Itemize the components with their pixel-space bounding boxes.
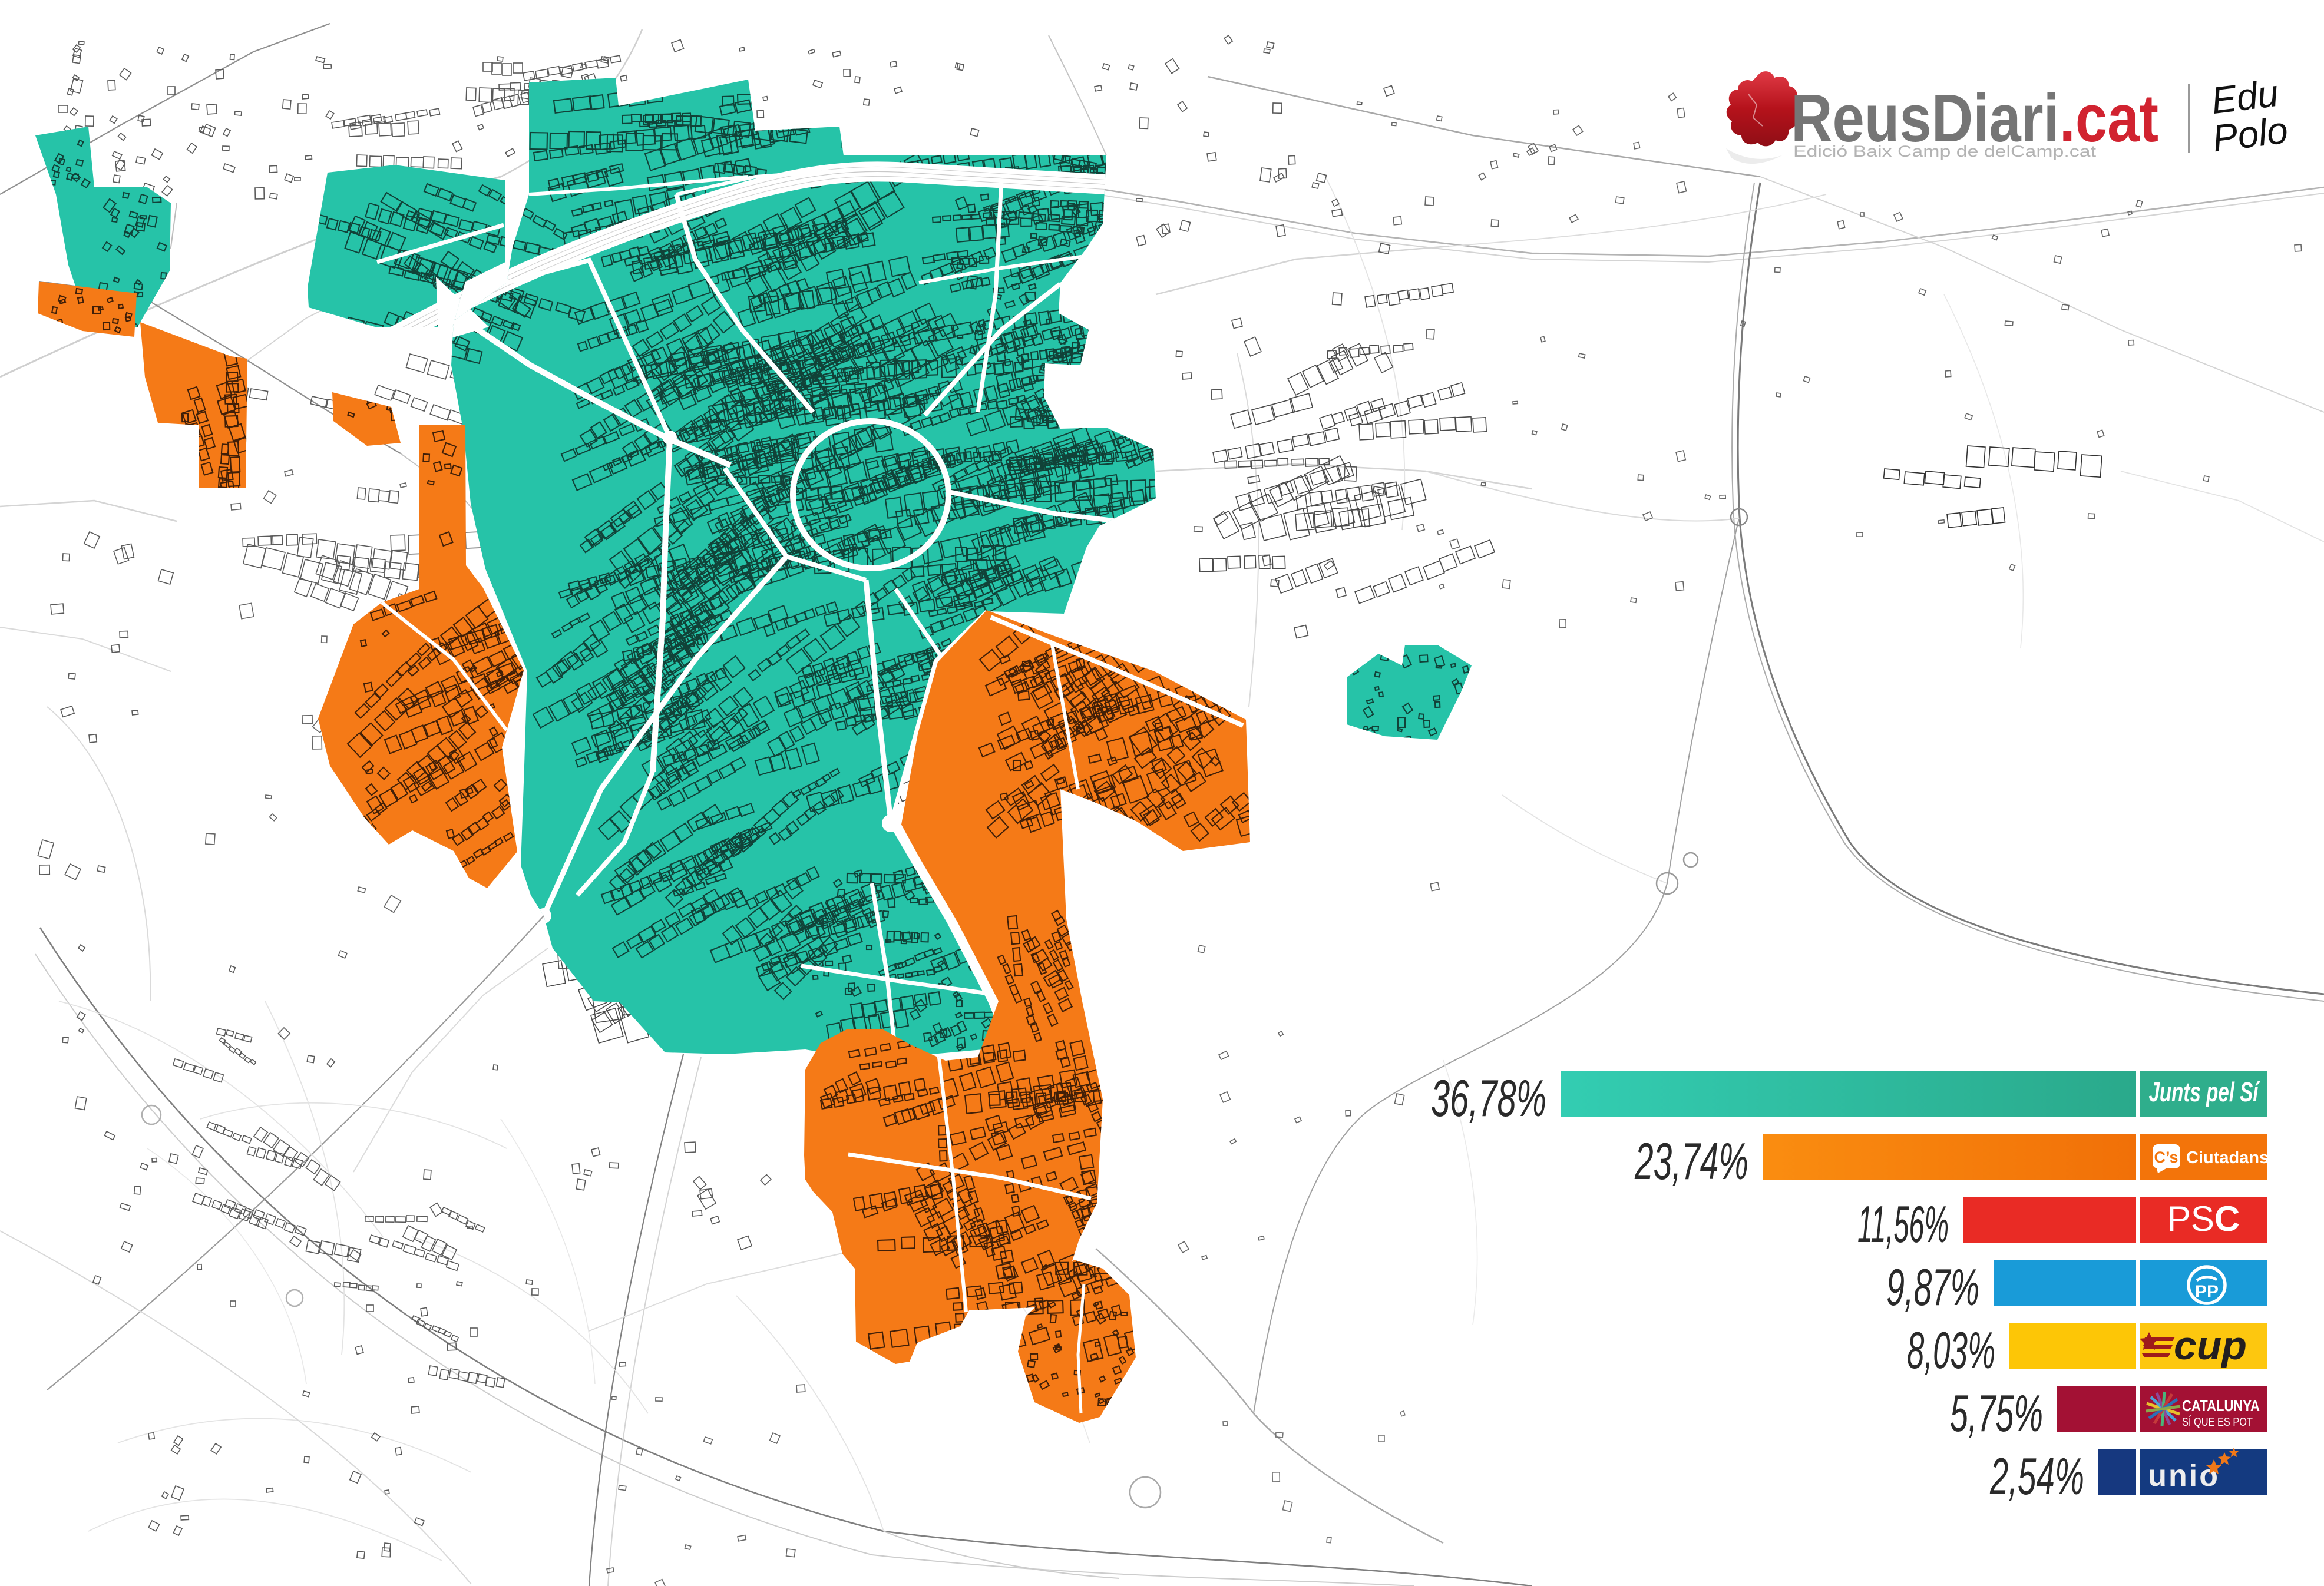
svg-text:PP: PP bbox=[2195, 1282, 2219, 1302]
svg-text:Edició Baix Camp de delCamp.ca: Edició Baix Camp de delCamp.cat bbox=[1793, 143, 2097, 160]
svg-text:36,78%: 36,78% bbox=[1431, 1069, 1546, 1127]
svg-text:Junts pel Sí: Junts pel Sí bbox=[2149, 1077, 2261, 1107]
svg-text:23,74%: 23,74% bbox=[1634, 1132, 1748, 1190]
svg-text:11,56%: 11,56% bbox=[1857, 1195, 1949, 1253]
svg-text:2,54%: 2,54% bbox=[1989, 1447, 2084, 1505]
svg-text:PSC: PSC bbox=[2167, 1199, 2240, 1239]
svg-text:CATALUNYA: CATALUNYA bbox=[2182, 1397, 2260, 1415]
svg-text:9,87%: 9,87% bbox=[1886, 1258, 1979, 1316]
svg-text:unio: unio bbox=[2148, 1459, 2220, 1493]
svg-text:C’s: C’s bbox=[2154, 1148, 2178, 1166]
svg-text:5,75%: 5,75% bbox=[1950, 1384, 2043, 1442]
svg-text:cup: cup bbox=[2174, 1323, 2247, 1368]
svg-text:SÍ QUE ES POT: SÍ QUE ES POT bbox=[2182, 1415, 2253, 1429]
svg-text:8,03%: 8,03% bbox=[1907, 1321, 1995, 1379]
svg-text:Ciutadans: Ciutadans bbox=[2186, 1148, 2269, 1167]
